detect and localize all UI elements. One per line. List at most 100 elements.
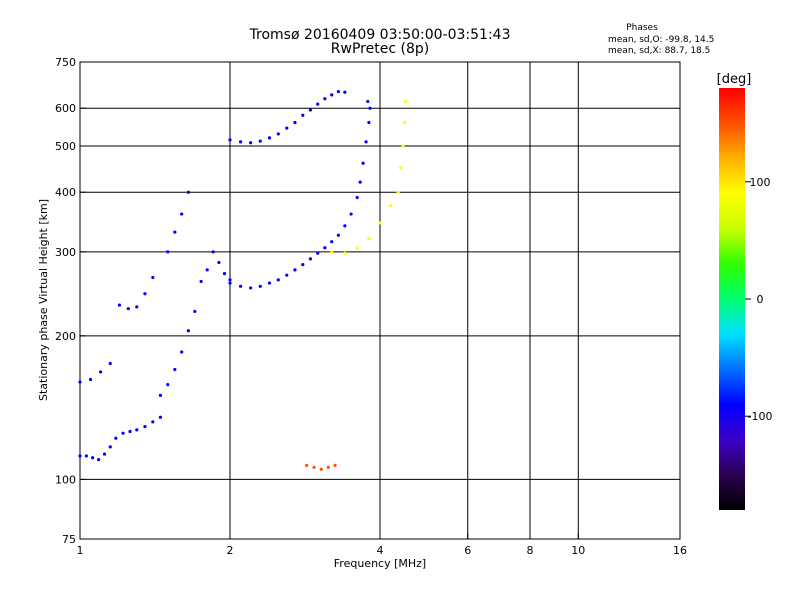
- data-point: [228, 278, 232, 282]
- data-point: [276, 132, 280, 136]
- data-point: [323, 246, 327, 250]
- data-point: [199, 279, 203, 284]
- data-point: [135, 428, 139, 432]
- x-tick-label: 16: [673, 544, 687, 557]
- data-point: [403, 99, 408, 104]
- data-point: [84, 454, 88, 458]
- data-point: [396, 190, 400, 194]
- data-point: [267, 136, 272, 140]
- y-tick-label: 750: [55, 56, 76, 69]
- data-point: [78, 454, 82, 458]
- data-point: [336, 233, 340, 237]
- data-point: [78, 380, 82, 384]
- data-points: [78, 90, 408, 471]
- data-point: [151, 420, 155, 424]
- data-point: [367, 236, 371, 241]
- data-point: [222, 272, 227, 276]
- data-point: [323, 97, 327, 101]
- y-tick-label: 200: [55, 330, 76, 343]
- data-point: [330, 240, 334, 244]
- x-tick-label: 10: [571, 544, 585, 557]
- y-axis-ticks: 75 100 200 300 400 500 600 750: [55, 56, 86, 546]
- x-axis-label: Frequency [MHz]: [334, 557, 426, 570]
- plot-area: 1 2 4 6 8 10 16 75 100 200 300 400 500 600 750: [55, 56, 687, 557]
- data-point: [330, 93, 334, 97]
- data-point: [367, 120, 371, 125]
- data-point: [128, 429, 132, 434]
- data-point: [173, 230, 177, 234]
- y-tick-label: 100: [55, 473, 76, 486]
- data-point: [91, 456, 95, 460]
- data-point: [228, 138, 232, 142]
- data-point: [399, 166, 403, 170]
- phase-stats-o: mean, sd,O: -99.8, 14.5: [608, 35, 714, 45]
- data-point: [276, 278, 280, 282]
- data-point: [143, 425, 147, 429]
- data-point: [158, 393, 163, 398]
- data-point: [378, 221, 382, 225]
- data-point: [305, 463, 309, 467]
- colorbar-ticks: 100 0 -100: [745, 176, 772, 423]
- data-point: [180, 350, 184, 354]
- data-point: [117, 303, 122, 307]
- data-point: [355, 246, 359, 250]
- data-point: [205, 268, 209, 272]
- data-point: [228, 281, 232, 285]
- x-tick-label: 8: [527, 544, 534, 557]
- data-point: [186, 329, 190, 333]
- x-tick-label: 4: [377, 544, 384, 557]
- data-point: [88, 377, 93, 382]
- data-point: [97, 458, 101, 462]
- data-point: [343, 251, 347, 255]
- data-point: [267, 281, 272, 285]
- colorbar-tick-label: 100: [750, 176, 771, 189]
- data-point: [217, 260, 221, 265]
- data-point: [285, 273, 289, 277]
- data-point: [326, 465, 330, 469]
- data-point: [102, 452, 107, 456]
- colorbar-gradient: [719, 88, 745, 510]
- data-point: [166, 250, 170, 254]
- x-tick-label: 6: [464, 544, 471, 557]
- data-point: [151, 275, 155, 280]
- y-axis-label: Stationary phase Virtual Height [km]: [37, 199, 50, 401]
- data-point: [293, 120, 297, 125]
- colorbar-tick-label: -100: [748, 410, 773, 423]
- data-point: [173, 367, 177, 372]
- colorbar-label: [deg]: [717, 72, 752, 87]
- data-point: [333, 463, 337, 467]
- data-point: [368, 106, 372, 110]
- data-point: [293, 268, 297, 272]
- data-point: [401, 144, 405, 148]
- data-point: [108, 445, 112, 449]
- data-point: [312, 465, 316, 469]
- data-point: [186, 190, 190, 194]
- phase-stats-heading: Phases: [626, 23, 658, 33]
- data-point: [366, 99, 370, 104]
- data-point: [343, 224, 347, 228]
- data-point: [388, 203, 393, 208]
- data-point: [180, 212, 184, 216]
- data-point: [143, 292, 147, 296]
- x-axis-ticks: 1 2 4 6 8 10 16: [77, 533, 687, 557]
- data-point: [193, 309, 197, 314]
- colorbar: [deg] 100 0 -100: [717, 72, 772, 510]
- data-point: [330, 250, 334, 254]
- data-point: [258, 284, 262, 288]
- data-point: [121, 431, 125, 435]
- data-point: [361, 161, 365, 165]
- data-point: [238, 140, 243, 144]
- data-point: [349, 212, 353, 216]
- y-tick-label: 300: [55, 246, 76, 259]
- data-point: [99, 370, 103, 374]
- grid-lines: [80, 62, 680, 539]
- data-point: [355, 195, 359, 200]
- data-point: [249, 286, 253, 290]
- x-tick-label: 2: [227, 544, 234, 557]
- y-tick-label: 600: [55, 102, 76, 115]
- data-point: [301, 113, 305, 117]
- data-point: [211, 250, 215, 254]
- data-point: [238, 284, 243, 288]
- data-point: [114, 436, 118, 440]
